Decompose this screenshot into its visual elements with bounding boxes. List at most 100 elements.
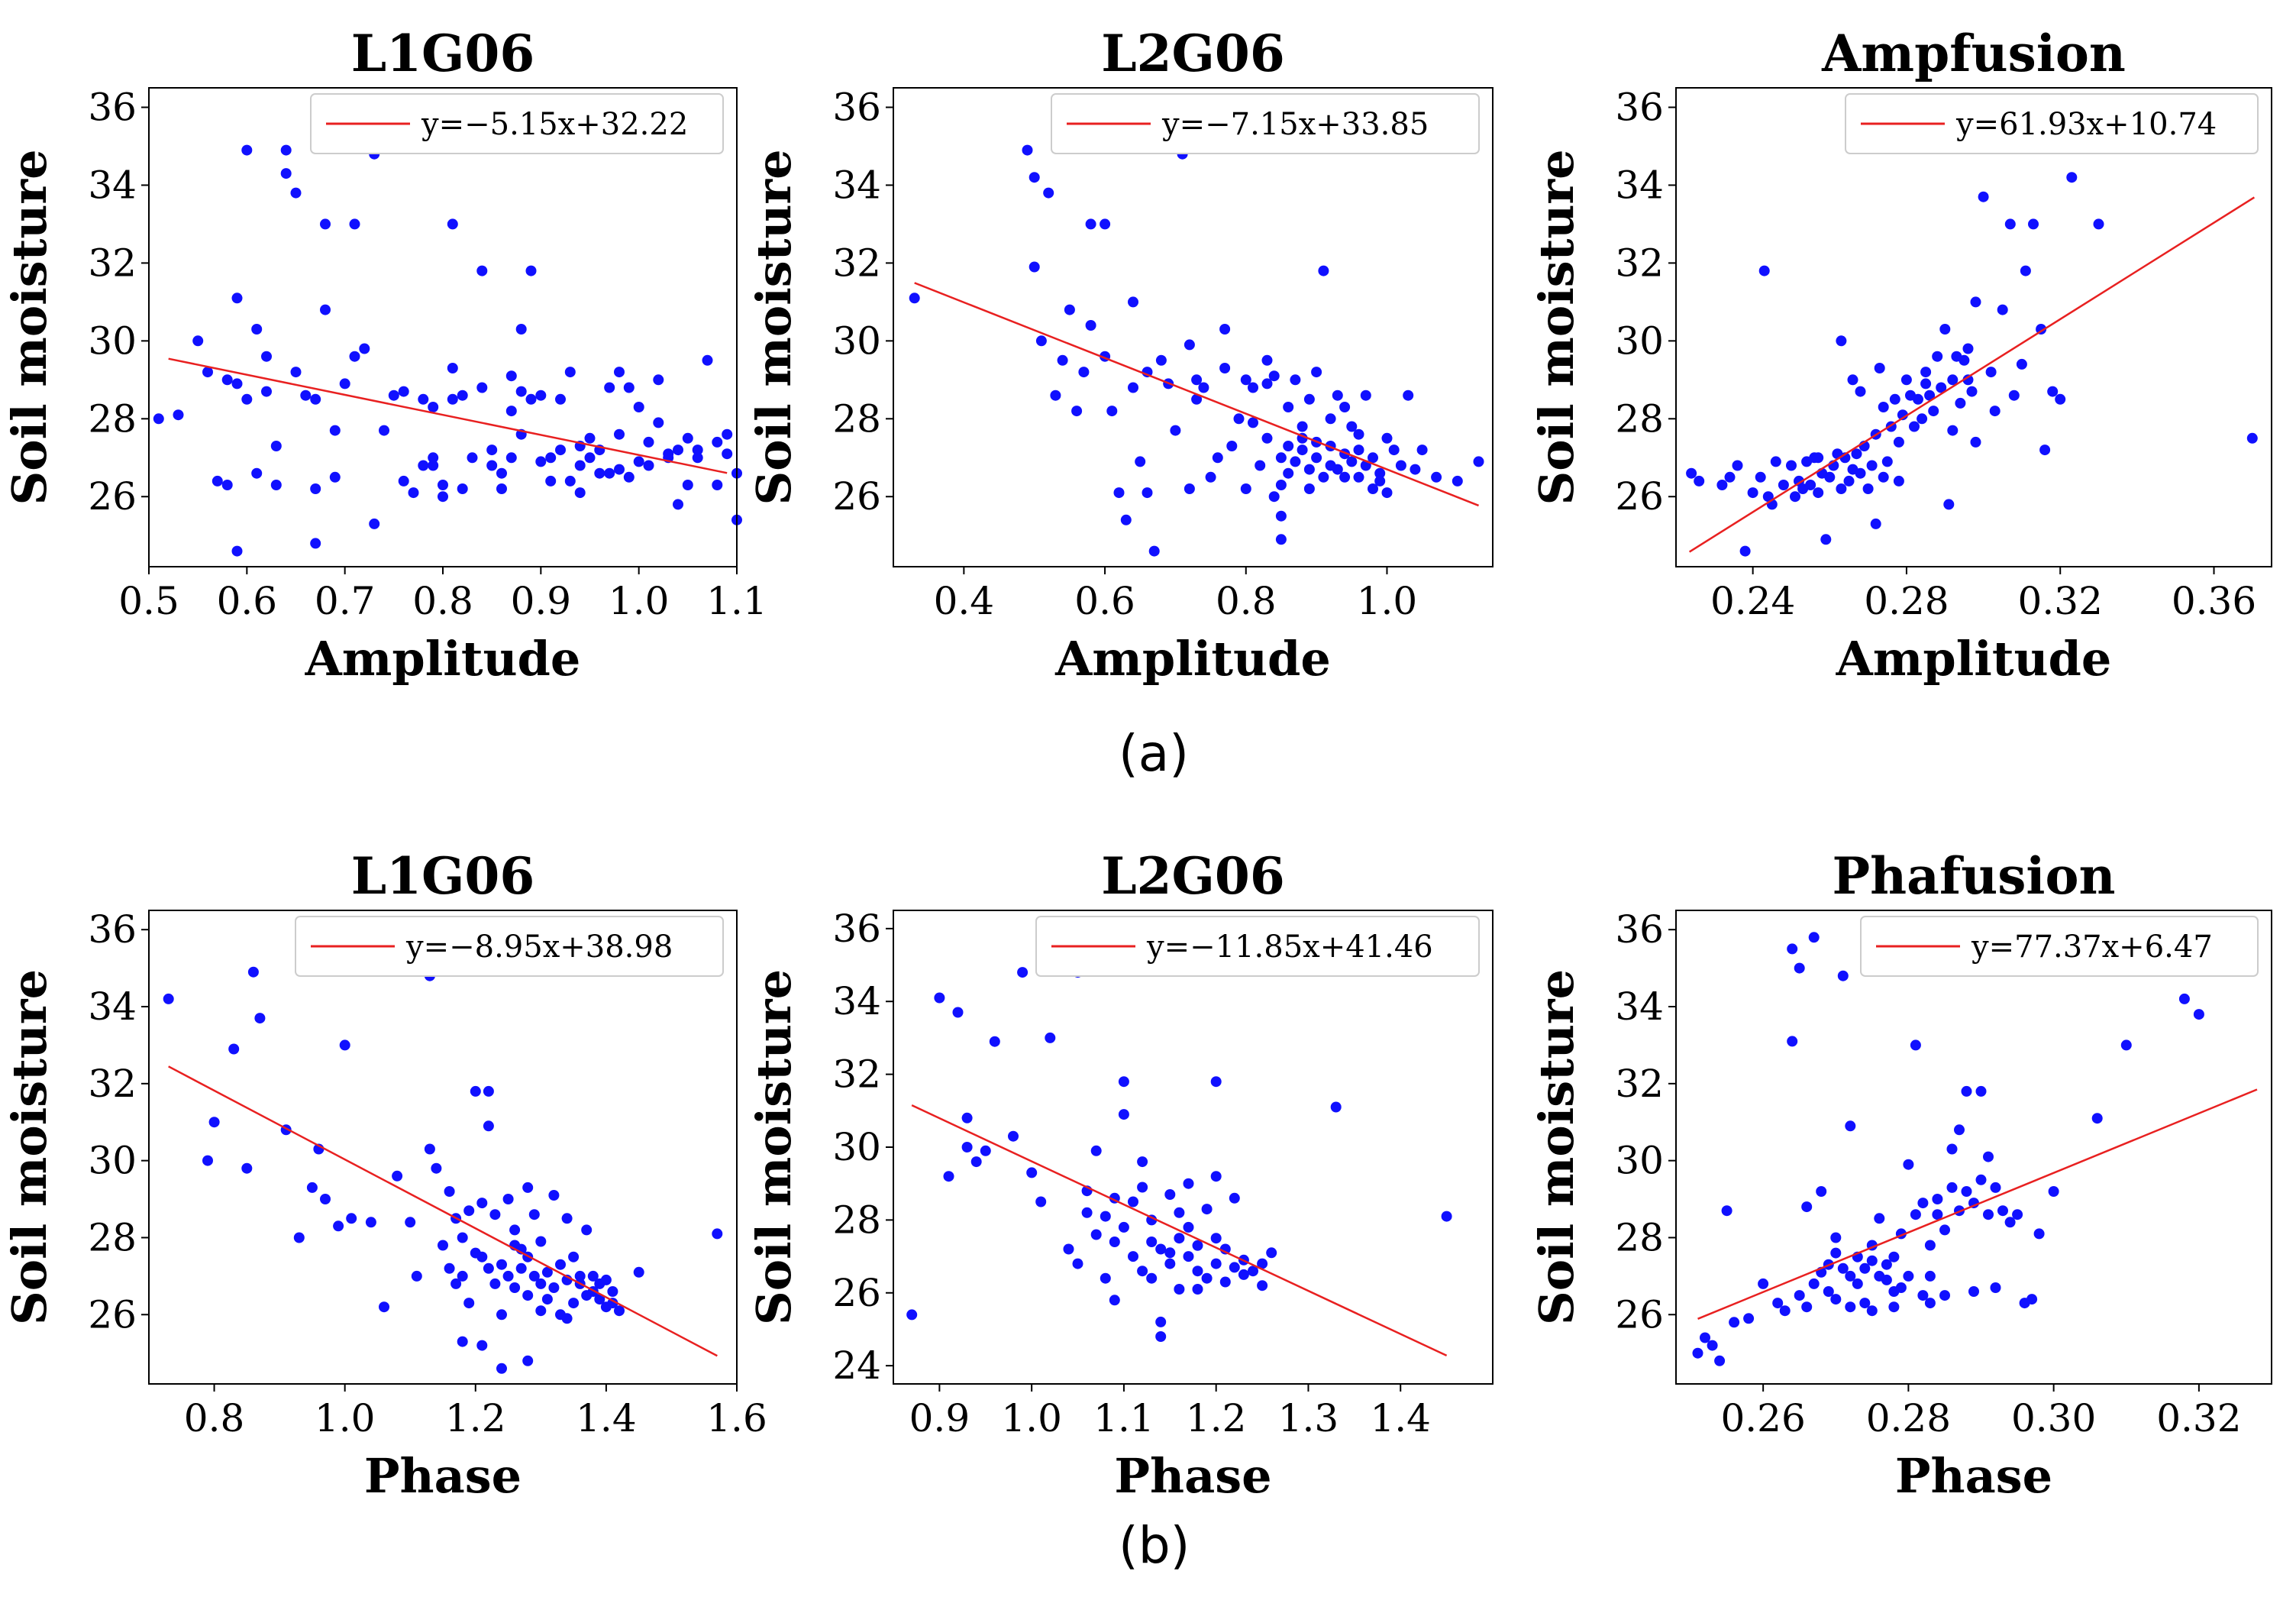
data-point: [1955, 397, 1966, 409]
data-point: [600, 1274, 612, 1285]
data-point: [1081, 1207, 1093, 1218]
x-axis-label: Phase: [1114, 1448, 1271, 1504]
data-point: [444, 1186, 455, 1197]
data-point: [1836, 335, 1847, 347]
data-point: [398, 475, 409, 487]
data-point: [1135, 456, 1146, 467]
data-point: [320, 304, 331, 315]
data-point: [1029, 172, 1040, 183]
data-point: [1939, 324, 1951, 335]
data-point: [1238, 1269, 1249, 1280]
data-point: [1191, 393, 1203, 405]
data-point: [1100, 1272, 1111, 1284]
data-point: [1755, 471, 1766, 483]
data-point: [496, 1259, 507, 1270]
x-tick-label: 1.1: [706, 579, 767, 623]
data-point: [555, 393, 566, 405]
data-point: [1874, 1213, 1885, 1224]
data-point: [1808, 932, 1820, 943]
data-point: [1346, 421, 1358, 432]
data-point: [1090, 1145, 1102, 1156]
data-point: [555, 1259, 566, 1270]
data-point: [1183, 1178, 1194, 1189]
data-point: [2120, 1039, 2132, 1051]
data-point: [1830, 1232, 1842, 1243]
y-tick-label: 32: [1615, 241, 1664, 285]
data-point: [2091, 1113, 2103, 1124]
data-point: [1724, 471, 1736, 483]
data-point: [1332, 390, 1343, 401]
data-point: [247, 966, 259, 978]
data-point: [1219, 1276, 1231, 1288]
data-point: [496, 1309, 507, 1321]
data-point: [270, 480, 282, 490]
data-point: [280, 168, 292, 179]
data-point: [1290, 456, 1301, 467]
data-point: [1303, 464, 1315, 475]
data-point: [1403, 390, 1414, 401]
data-point: [1109, 1237, 1120, 1247]
data-point: [712, 1228, 723, 1240]
data-point: [1888, 1286, 1900, 1297]
data-point: [329, 471, 341, 483]
y-tick-label: 24: [832, 1343, 881, 1388]
data-point: [528, 1209, 540, 1220]
data-point: [486, 460, 498, 471]
data-point: [2039, 445, 2051, 456]
data-point: [241, 144, 253, 156]
data-point: [346, 1213, 357, 1224]
data-point: [989, 1036, 1000, 1047]
data-point: [522, 1355, 534, 1366]
regression-line: [911, 1104, 1448, 1357]
x-tick-label: 1.4: [576, 1396, 637, 1440]
legend-box: [310, 93, 724, 154]
data-point: [1707, 1340, 1718, 1351]
data-point: [1823, 1286, 1834, 1297]
data-point: [1297, 445, 1308, 456]
data-point: [1174, 1207, 1185, 1218]
data-point: [1721, 1205, 1732, 1217]
plot-frame: [148, 910, 738, 1385]
data-point: [692, 445, 703, 456]
panel-label-b: (b): [1119, 1516, 1190, 1575]
data-point: [1966, 386, 1978, 397]
chart-panel-4: L1G06 0.8 1.0 1.2 1.4 1.6 26 28 30 32 34 36 Phase Soi…: [2, 846, 767, 1504]
data-point: [447, 393, 458, 405]
x-tick-label: 1.0: [1001, 1396, 1062, 1440]
data-point: [1794, 1290, 1805, 1301]
legend: y=−5.15x+32.22: [310, 93, 724, 154]
data-point: [535, 1236, 547, 1247]
data-point: [1266, 1247, 1277, 1259]
data-point: [1183, 1251, 1194, 1262]
data-point: [1743, 1313, 1755, 1324]
y-tick-label: 36: [1615, 85, 1664, 129]
data-point: [2055, 393, 2066, 405]
data-point: [1700, 1332, 1710, 1343]
x-tick-label: 0.7: [315, 579, 376, 623]
data-point: [1917, 1290, 1929, 1301]
data-point: [1968, 1198, 1979, 1209]
data-point: [1473, 456, 1484, 467]
data-point: [1017, 967, 1029, 978]
data-point: [444, 1262, 455, 1274]
data-point: [379, 425, 389, 436]
y-tick-label: 36: [88, 85, 137, 129]
y-tick-label: 28: [88, 396, 137, 441]
data-point: [1970, 436, 1981, 448]
data-point: [1847, 374, 1858, 386]
legend: y=−7.15x+33.85: [1051, 93, 1480, 154]
data-point: [470, 1085, 481, 1097]
data-point: [1968, 1286, 1979, 1297]
y-tick-label: 32: [88, 1062, 137, 1106]
legend-label: y=−8.95x+38.98: [405, 929, 673, 965]
data-point: [943, 1171, 954, 1182]
data-point: [457, 483, 468, 494]
data-point: [1866, 1255, 1878, 1266]
data-point: [1928, 406, 1939, 417]
data-point: [333, 1220, 344, 1232]
data-point: [1374, 475, 1386, 487]
y-tick-label: 34: [1615, 984, 1664, 1029]
data-point: [1290, 374, 1301, 386]
data-point: [1410, 464, 1421, 475]
data-point: [153, 413, 164, 425]
